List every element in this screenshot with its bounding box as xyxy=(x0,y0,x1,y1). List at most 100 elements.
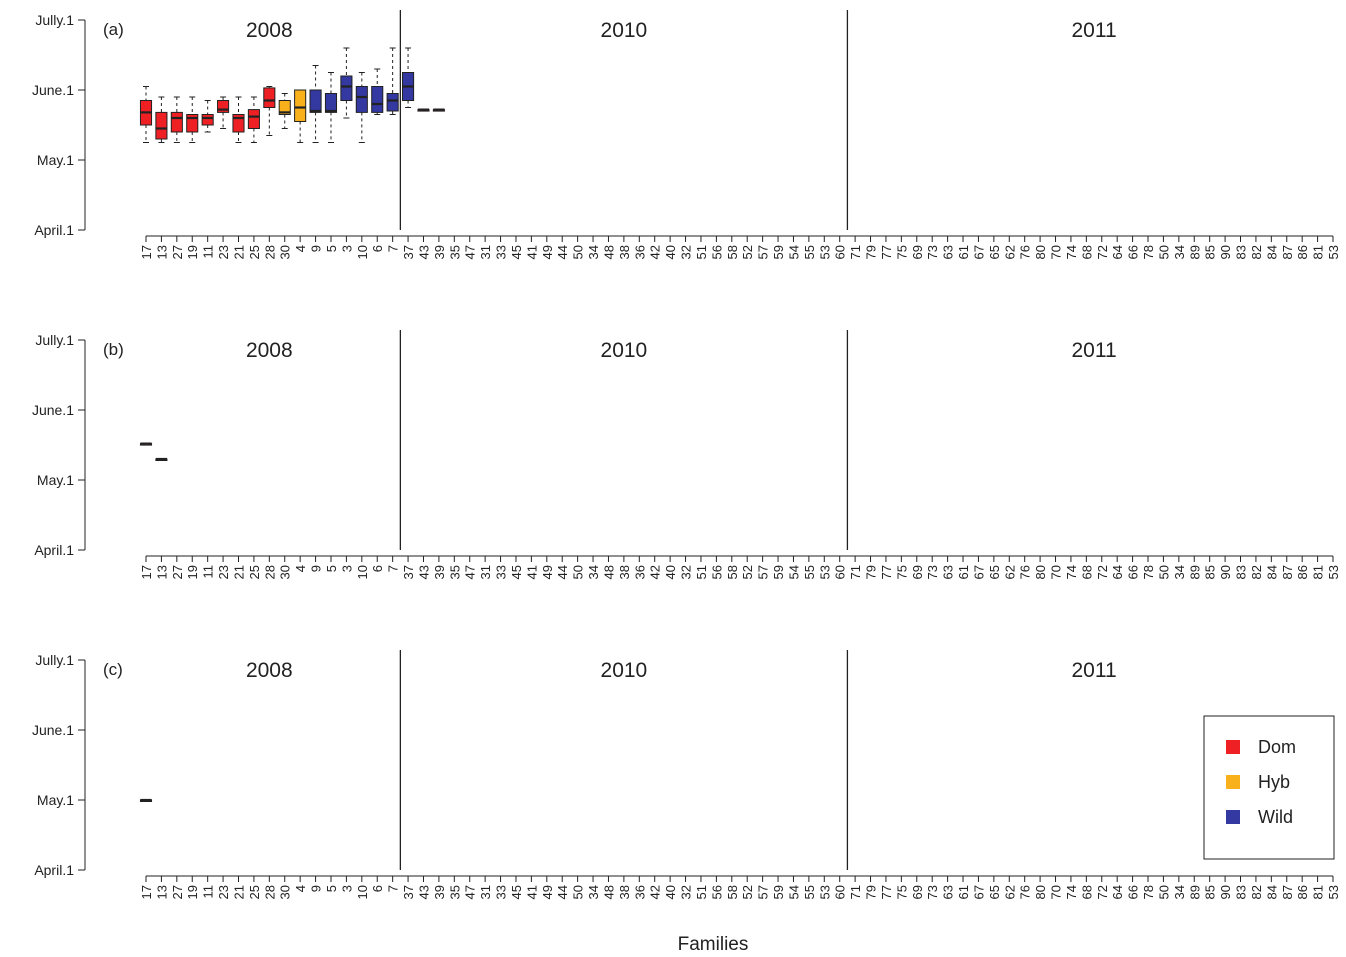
x-tick-label: 54 xyxy=(786,245,801,259)
x-tick-label: 7 xyxy=(386,245,401,252)
x-tick-label: 55 xyxy=(802,245,817,259)
x-tick-label: 62 xyxy=(1002,885,1017,899)
x-tick-label: 36 xyxy=(632,885,647,899)
x-tick-label: 35 xyxy=(447,565,462,579)
box-3 xyxy=(340,47,353,119)
x-tick-label: 55 xyxy=(802,565,817,579)
y-tick-label: May.1 xyxy=(37,792,74,808)
x-tick-label: 53 xyxy=(1326,565,1341,579)
x-tick-label: 69 xyxy=(910,885,925,899)
x-tick-label: 57 xyxy=(756,245,771,259)
x-tick-label: 41 xyxy=(524,565,539,579)
box-13 xyxy=(155,96,168,143)
x-tick-label: 49 xyxy=(540,245,555,259)
box-17 xyxy=(139,86,153,143)
x-tick-label: 10 xyxy=(355,245,370,259)
x-tick-label: 27 xyxy=(170,885,185,899)
x-tick-label: 71 xyxy=(848,245,863,259)
x-tick-label: 30 xyxy=(278,885,293,899)
x-tick-label: 60 xyxy=(833,245,848,259)
box-rect xyxy=(309,89,322,113)
x-tick-label: 38 xyxy=(617,885,632,899)
year-label: 2011 xyxy=(1071,659,1116,682)
x-tick-label: 17 xyxy=(139,565,154,579)
box-rect xyxy=(247,109,260,129)
box-7 xyxy=(386,47,399,115)
x-tick-label: 66 xyxy=(1126,885,1141,899)
x-tick-label: 74 xyxy=(1064,245,1079,259)
x-tick-label: 53 xyxy=(817,245,832,259)
x-tick-label: 50 xyxy=(571,565,586,579)
x-tick-label: 39 xyxy=(432,245,447,259)
y-tick-label: Jully.1 xyxy=(35,12,74,28)
x-tick-label: 62 xyxy=(1002,565,1017,579)
x-tick-label: 3 xyxy=(339,885,354,892)
legend-swatch xyxy=(1226,775,1240,789)
x-tick-label: 33 xyxy=(494,245,509,259)
x-tick-label: 52 xyxy=(740,565,755,579)
x-tick-label: 48 xyxy=(601,885,616,899)
x-tick-label: 53 xyxy=(1326,245,1341,259)
x-tick-label: 39 xyxy=(432,565,447,579)
x-tick-label: 84 xyxy=(1264,245,1279,259)
x-tick-label: 73 xyxy=(925,245,940,259)
x-tick-label: 10 xyxy=(355,885,370,899)
x-tick-label: 37 xyxy=(401,565,416,579)
year-label: 2008 xyxy=(246,339,293,362)
x-tick-label: 32 xyxy=(679,565,694,579)
y-tick-label: June.1 xyxy=(32,402,74,418)
x-tick-label: 79 xyxy=(864,565,879,579)
x-tick-label: 3 xyxy=(339,245,354,252)
x-tick-label: 44 xyxy=(555,565,570,579)
x-tick-label: 36 xyxy=(632,565,647,579)
x-tick-label: 80 xyxy=(1033,565,1048,579)
legend: Dom Hyb Wild xyxy=(1203,715,1335,860)
x-tick-label: 61 xyxy=(956,885,971,899)
x-tick-label: 36 xyxy=(632,245,647,259)
x-tick-label: 72 xyxy=(1095,245,1110,259)
x-tick-label: 75 xyxy=(894,245,909,259)
x-tick-label: 80 xyxy=(1033,245,1048,259)
x-axis-title: Families xyxy=(678,934,749,955)
x-tick-label: 72 xyxy=(1095,885,1110,899)
x-tick-label: 40 xyxy=(663,885,678,899)
x-tick-label: 77 xyxy=(879,565,894,579)
x-tick-label: 51 xyxy=(694,565,709,579)
x-tick-label: 42 xyxy=(648,885,663,899)
x-tick-label: 76 xyxy=(1018,885,1033,899)
x-tick-label: 64 xyxy=(1110,885,1125,899)
x-tick-label: 75 xyxy=(894,565,909,579)
x-tick-label: 25 xyxy=(247,245,262,259)
x-tick-label: 65 xyxy=(987,245,1002,259)
x-tick-label: 35 xyxy=(447,245,462,259)
x-tick-label: 28 xyxy=(262,565,277,579)
x-tick-label: 73 xyxy=(925,565,940,579)
x-tick-label: 43 xyxy=(416,885,431,899)
x-tick-label: 19 xyxy=(185,245,200,259)
x-tick-label: 3 xyxy=(339,565,354,572)
y-tick-label: April.1 xyxy=(34,222,74,238)
box-25 xyxy=(247,96,260,143)
x-tick-label: 87 xyxy=(1280,565,1295,579)
x-tick-label: 78 xyxy=(1141,245,1156,259)
x-tick-label: 11 xyxy=(201,885,216,899)
box-6 xyxy=(371,68,384,115)
x-tick-label: 9 xyxy=(309,245,324,252)
x-tick-label: 55 xyxy=(802,885,817,899)
x-tick-label: 6 xyxy=(370,885,385,892)
x-tick-label: 64 xyxy=(1110,245,1125,259)
x-tick-label: 25 xyxy=(247,885,262,899)
x-tick-label: 30 xyxy=(278,565,293,579)
box-rect xyxy=(201,114,214,126)
box-19 xyxy=(186,96,199,143)
x-tick-label: 42 xyxy=(648,565,663,579)
x-tick-label: 90 xyxy=(1218,245,1233,259)
x-tick-label: 5 xyxy=(324,885,339,892)
box-39 xyxy=(432,108,445,112)
x-tick-label: 76 xyxy=(1018,245,1033,259)
x-tick-label: 45 xyxy=(509,565,524,579)
year-label: 2010 xyxy=(601,659,648,682)
x-tick-label: 84 xyxy=(1264,565,1279,579)
x-tick-label: 47 xyxy=(463,565,478,579)
